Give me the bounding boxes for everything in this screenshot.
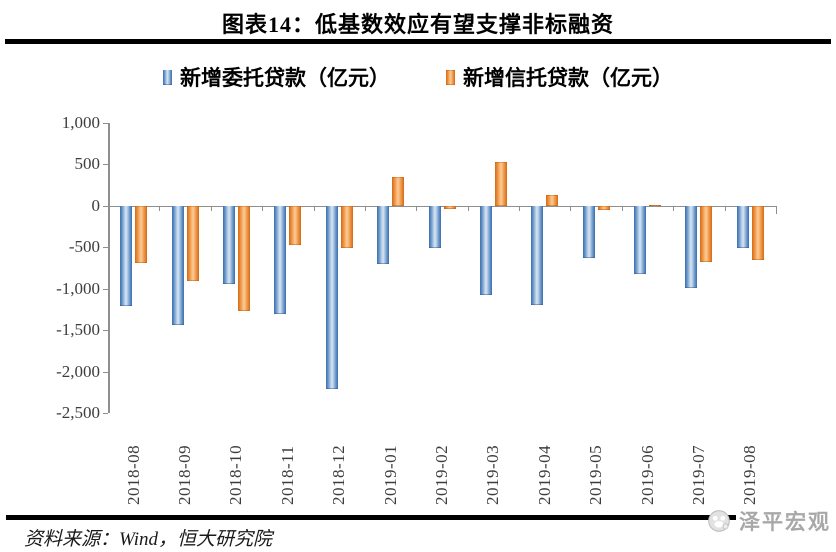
bar-2019-01-trust bbox=[392, 177, 405, 206]
y-tick-label: 500 bbox=[74, 154, 101, 174]
zeping-macro-logo-icon bbox=[708, 510, 730, 532]
x-axis-label: 2018-10 bbox=[226, 444, 246, 505]
x-tick bbox=[416, 205, 418, 211]
x-tick bbox=[673, 205, 675, 211]
x-tick bbox=[313, 205, 315, 211]
legend-label: 新增信托贷款（亿元） bbox=[463, 66, 673, 90]
bar-2018-10-trust bbox=[237, 205, 250, 312]
y-tick-label: -500 bbox=[68, 237, 100, 257]
bar-2019-03-trust bbox=[494, 162, 507, 206]
y-tick bbox=[103, 247, 108, 249]
x-axis-label: 2018-11 bbox=[277, 445, 297, 505]
x-tick bbox=[364, 205, 366, 211]
x-tick bbox=[724, 205, 726, 211]
y-tick bbox=[103, 123, 108, 124]
chart-title: 图表14：低基数效应有望支撑非标融资 bbox=[221, 12, 614, 37]
bar-2018-11-entrusted bbox=[274, 205, 287, 315]
legend-swatch-orange-icon bbox=[446, 69, 455, 85]
y-tick bbox=[103, 371, 108, 373]
bar-2019-05-entrusted bbox=[582, 205, 595, 259]
x-tick bbox=[159, 205, 161, 211]
y-tick-label: -2,500 bbox=[56, 403, 100, 422]
bar-2019-03-entrusted bbox=[479, 205, 492, 295]
bar-2018-12-entrusted bbox=[325, 205, 338, 389]
x-axis-label: 2019-04 bbox=[534, 444, 554, 505]
y-tick-label: 0 bbox=[91, 195, 101, 215]
legend-swatch-blue-icon bbox=[163, 69, 172, 85]
y-tick bbox=[103, 330, 108, 332]
y-tick bbox=[103, 205, 108, 207]
bar-2018-09-entrusted bbox=[171, 205, 184, 325]
bar-2018-12-trust bbox=[340, 205, 353, 249]
x-axis-label: 2019-05 bbox=[586, 444, 606, 505]
legend-label: 新增委托贷款（亿元） bbox=[180, 66, 390, 90]
legend-item-entrusted-loans: 新增委托贷款（亿元） bbox=[163, 62, 390, 92]
x-tick bbox=[262, 205, 264, 211]
x-axis-line bbox=[108, 205, 776, 208]
x-axis-label: 2018-12 bbox=[329, 444, 349, 505]
legend: 新增委托贷款（亿元） 新增信托贷款（亿元） bbox=[0, 62, 836, 92]
bar-2019-08-trust bbox=[751, 205, 764, 261]
x-tick bbox=[776, 205, 777, 214]
y-tick-label: -1,000 bbox=[56, 278, 100, 298]
bar-2019-08-entrusted bbox=[736, 205, 749, 249]
y-tick bbox=[103, 164, 108, 166]
bar-2019-06-trust bbox=[649, 204, 662, 206]
y-tick-label: -1,500 bbox=[56, 320, 100, 340]
watermark: 泽平宏观 bbox=[706, 505, 834, 537]
bar-2018-10-entrusted bbox=[222, 205, 235, 285]
x-axis-label: 2019-01 bbox=[380, 444, 400, 505]
x-tick bbox=[467, 205, 469, 211]
source-note: 资料来源：Wind，恒大研究院 bbox=[24, 529, 273, 550]
x-axis-label: 2018-08 bbox=[123, 444, 143, 505]
bar-2019-07-trust bbox=[700, 205, 713, 262]
bar-2018-08-trust bbox=[135, 205, 148, 263]
bottom-divider bbox=[6, 515, 830, 520]
watermark-text: 泽平宏观 bbox=[736, 505, 834, 537]
bar-2019-06-entrusted bbox=[634, 205, 647, 275]
x-axis-label: 2019-06 bbox=[637, 444, 657, 505]
bar-2019-04-entrusted bbox=[531, 205, 544, 306]
legend-item-trust-loans: 新增信托贷款（亿元） bbox=[446, 62, 673, 92]
bar-2018-11-trust bbox=[289, 205, 302, 245]
bar-2019-05-trust bbox=[597, 205, 610, 211]
x-axis-label: 2019-07 bbox=[688, 444, 708, 505]
y-tick-label: -2,000 bbox=[56, 361, 100, 381]
y-tick bbox=[103, 288, 108, 290]
x-tick bbox=[570, 205, 572, 211]
bar-2019-02-entrusted bbox=[428, 205, 441, 248]
x-tick bbox=[210, 205, 212, 211]
bar-2019-02-trust bbox=[443, 205, 456, 209]
y-tick bbox=[103, 413, 108, 414]
bar-2019-04-trust bbox=[546, 195, 559, 206]
x-axis-label: 2019-08 bbox=[740, 444, 760, 505]
x-axis-label: 2018-09 bbox=[175, 444, 195, 505]
bar-2019-07-entrusted bbox=[685, 205, 698, 288]
x-tick bbox=[519, 205, 521, 211]
x-tick bbox=[621, 205, 623, 211]
y-tick-label: 1,000 bbox=[61, 113, 100, 132]
bar-2019-01-entrusted bbox=[377, 205, 390, 264]
y-axis-line bbox=[108, 123, 110, 413]
bar-2018-08-entrusted bbox=[120, 205, 133, 306]
bar-2018-09-trust bbox=[186, 205, 199, 282]
x-axis-label: 2019-02 bbox=[432, 444, 451, 505]
top-divider bbox=[5, 39, 831, 44]
x-axis-label: 2019-03 bbox=[483, 444, 503, 505]
